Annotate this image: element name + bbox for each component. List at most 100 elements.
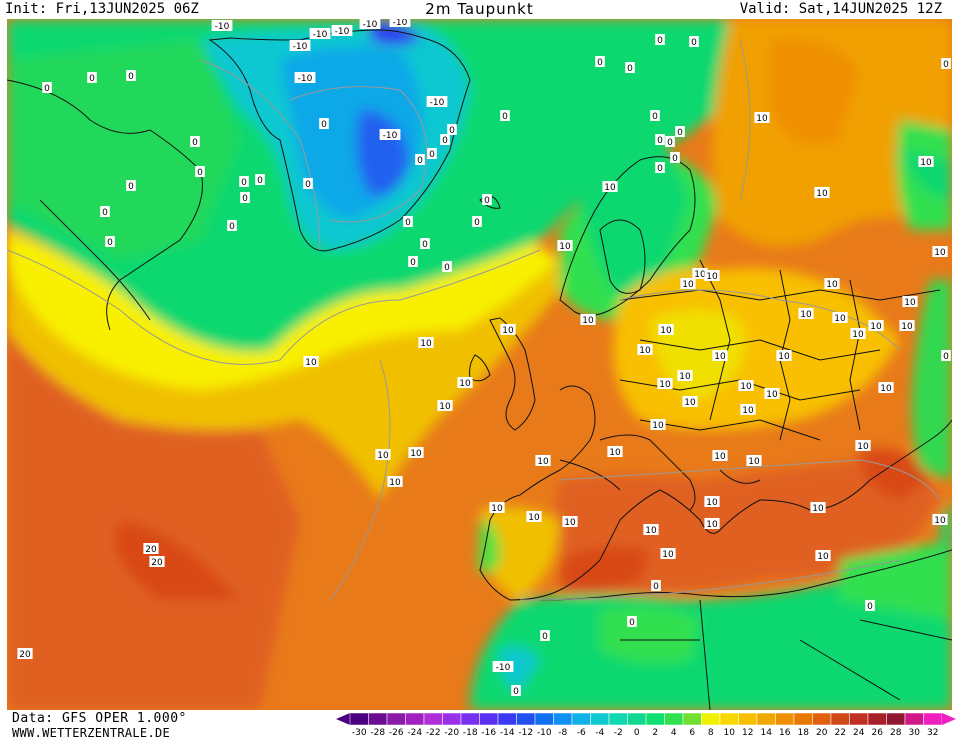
contour-label: 0	[440, 134, 450, 146]
contour-label-text: 0	[89, 74, 95, 84]
contour-label-text: 10	[714, 352, 726, 362]
contour-label-text: 0	[305, 180, 311, 190]
contour-label-text: 10	[652, 421, 664, 431]
contour-label-text: 10	[459, 379, 471, 389]
map-title: 2m Taupunkt	[425, 0, 534, 18]
contour-label-text: 10	[742, 406, 754, 416]
legend-swatch	[553, 713, 573, 726]
contour-label: 0	[651, 580, 661, 592]
contour-label: 20	[149, 556, 165, 568]
contour-label: -10	[359, 19, 381, 30]
contour-label-text: 0	[444, 263, 450, 273]
contour-label: 0	[650, 110, 660, 122]
contour-label: 10	[657, 378, 673, 390]
contour-label: -10	[309, 28, 331, 40]
legend-tick-label: -4	[595, 728, 604, 738]
contour-label: 0	[227, 220, 237, 232]
contour-label: 0	[472, 216, 482, 228]
legend-swatch	[738, 713, 758, 726]
contour-label-text: 10	[679, 372, 691, 382]
contour-label: 0	[627, 616, 637, 628]
contour-label: 10	[526, 511, 542, 523]
contour-label: 0	[670, 152, 680, 164]
contour-label-text: 10	[740, 382, 752, 392]
contour-label: 0	[941, 350, 951, 362]
contour-label: 10	[408, 447, 424, 459]
contour-label-text: -10	[335, 27, 350, 37]
contour-label: 0	[87, 72, 97, 84]
contour-label-text: 0	[321, 120, 327, 130]
contour-label: 10	[798, 308, 814, 320]
contour-label: 0	[540, 630, 550, 642]
legend-tick-label: -18	[463, 728, 478, 738]
legend-tick-label: 16	[779, 728, 791, 738]
contour-label-text: 0	[943, 352, 949, 362]
contour-label: 0	[190, 136, 200, 148]
legend-tick-label: 20	[816, 728, 828, 738]
contour-label: 10	[557, 240, 573, 252]
contour-label: 10	[824, 278, 840, 290]
contour-label-text: 0	[597, 58, 603, 68]
contour-label: 10	[500, 324, 516, 336]
contour-label: 20	[17, 648, 33, 660]
contour-label: 10	[457, 377, 473, 389]
legend-swatch	[405, 713, 425, 726]
legend-swatch	[497, 713, 517, 726]
contour-label: 10	[682, 396, 698, 408]
contour-label: 10	[902, 296, 918, 308]
legend-swatch	[904, 713, 924, 726]
contour-label-text: -10	[383, 131, 398, 141]
dewpoint-field	[7, 19, 952, 710]
contour-label: 0	[625, 62, 635, 74]
contour-label-text: 10	[389, 478, 401, 488]
contour-label: 10	[899, 320, 915, 332]
legend-swatch	[719, 713, 739, 726]
legend-tick-label: 10	[724, 728, 736, 738]
contour-label-text: -10	[496, 663, 511, 673]
contour-label-text: 10	[934, 248, 946, 258]
contour-label-text: 10	[491, 504, 503, 514]
legend-tick-label: -22	[426, 728, 441, 738]
legend-swatch	[368, 713, 388, 726]
contour-label-text: 10	[816, 189, 828, 199]
contour-label: 0	[403, 216, 413, 228]
legend-swatch	[664, 713, 684, 726]
legend-tick-label: 28	[890, 728, 902, 738]
contour-label: 10	[680, 278, 696, 290]
contour-label: 10	[658, 324, 674, 336]
legend-swatch	[590, 713, 610, 726]
contour-label: 10	[677, 370, 693, 382]
contour-label-text: 10	[660, 326, 672, 336]
contour-label-text: 10	[537, 457, 549, 467]
legend-tick-label: 0	[634, 728, 640, 738]
legend-swatch	[867, 713, 887, 726]
contour-label-text: 0	[627, 64, 633, 74]
contour-label-text: 10	[817, 552, 829, 562]
contour-label-text: 10	[609, 448, 621, 458]
contour-label-text: 10	[559, 242, 571, 252]
contour-label-text: -10	[430, 98, 445, 108]
contour-label: 0	[126, 180, 136, 192]
contour-label-text: 10	[410, 449, 422, 459]
legend-swatch	[923, 713, 943, 726]
isolines	[7, 39, 941, 601]
legend-tick-label: 12	[742, 728, 753, 738]
contour-label-text: 0	[429, 150, 435, 160]
legend-swatch	[645, 713, 665, 726]
contour-label: 0	[415, 154, 425, 166]
contour-label-text: 10	[439, 402, 451, 412]
legend-tick-label: 30	[909, 728, 921, 738]
contour-label-text: 0	[474, 218, 480, 228]
legend-tick-label: -24	[407, 728, 422, 738]
contour-label-text: 10	[582, 316, 594, 326]
legend-tick-label: -26	[389, 728, 404, 738]
contour-label: 10	[387, 476, 403, 488]
legend-tick-label: 2	[652, 728, 658, 738]
contour-label: 10	[535, 455, 551, 467]
legend-tick-label: -30	[352, 728, 367, 738]
contour-label: 0	[689, 36, 699, 48]
contour-label-text: 0	[657, 164, 663, 174]
contour-label-text: 10	[706, 520, 718, 530]
